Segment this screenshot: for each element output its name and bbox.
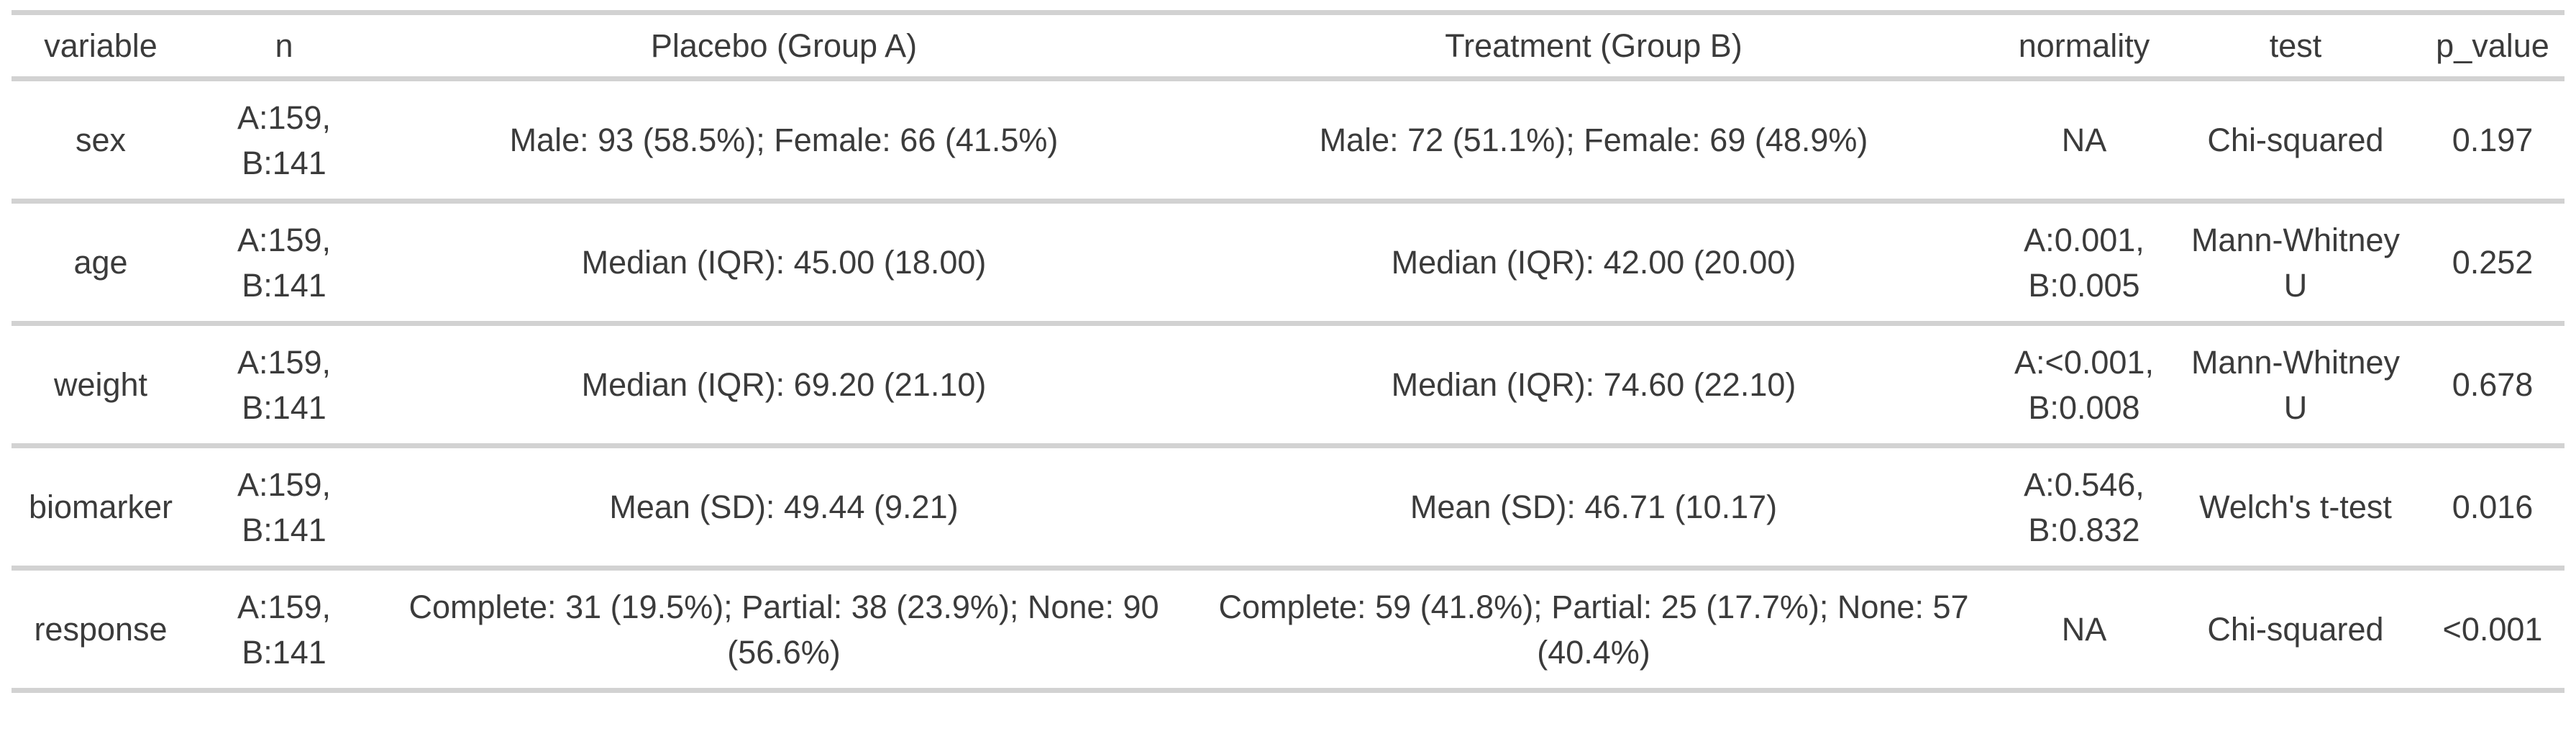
cell-biomarker-treatment: Mean (SD): 46.71 (10.17) (1410, 489, 1778, 525)
cell-sex-normality: NA (2061, 122, 2107, 158)
cell-age-variable: age (73, 244, 128, 281)
cell-weight-placebo: Median (IQR): 69.20 (21.10) (581, 366, 987, 403)
cell-response-test: Chi-squared (2207, 611, 2384, 648)
cell-biomarker-variable: biomarker (28, 489, 173, 525)
group-comparison-table: variable n Placebo (Group A) Treatment (Gro… (12, 10, 2564, 693)
table-header-row: variable n Placebo (Group A) Treatment (Gro… (12, 15, 2564, 81)
column-header-p_value: p_value (2436, 27, 2549, 64)
cell-biomarker-n: A:159, B:141 (237, 466, 332, 548)
cell-weight-n: A:159, B:141 (237, 343, 332, 426)
cell-age-test: Mann-Whitney U (2191, 221, 2401, 304)
table-body: sex A:159, B:141 Male: 93 (58.5%); Female:… (12, 81, 2564, 693)
column-header-treatment: Treatment (Group B) (1445, 27, 1743, 64)
cell-sex-treatment: Male: 72 (51.1%); Female: 69 (48.9%) (1319, 122, 1868, 158)
cell-response-n: A:159, B:141 (237, 588, 332, 671)
cell-age-p_value: 0.252 (2452, 244, 2534, 281)
cell-age-treatment: Median (IQR): 42.00 (20.00) (1391, 244, 1796, 281)
column-header-n: n (275, 27, 293, 64)
cell-weight-normality: A:<0.001, B:0.008 (2014, 343, 2154, 426)
cell-weight-p_value: 0.678 (2452, 366, 2534, 403)
cell-sex-n: A:159, B:141 (237, 99, 332, 181)
cell-age-placebo: Median (IQR): 45.00 (18.00) (581, 244, 987, 281)
cell-weight-test: Mann-Whitney U (2191, 343, 2401, 426)
cell-biomarker-placebo: Mean (SD): 49.44 (9.21) (609, 489, 959, 525)
cell-weight-variable: weight (53, 366, 148, 403)
cell-response-treatment: Complete: 59 (41.8%); Partial: 25 (17.7%… (1218, 588, 1969, 671)
cell-sex-placebo: Male: 93 (58.5%); Female: 66 (41.5%) (509, 122, 1059, 158)
cell-response-p_value: <0.001 (2442, 611, 2543, 648)
table-row-age: age A:159, B:141 Median (IQR): 45.00 (18.0… (12, 204, 2564, 326)
cell-weight-treatment: Median (IQR): 74.60 (22.10) (1391, 366, 1796, 403)
table-row-biomarker: biomarker A:159, B:141 Mean (SD): 49.44 (9… (12, 448, 2564, 571)
cell-response-variable: response (34, 611, 168, 648)
table-row-weight: weight A:159, B:141 Median (IQR): 69.20 (2… (12, 326, 2564, 448)
column-header-variable: variable (44, 27, 157, 64)
cell-response-normality: NA (2061, 611, 2107, 648)
column-header-test: test (2269, 27, 2322, 64)
cell-age-normality: A:0.001, B:0.005 (2024, 221, 2145, 304)
column-header-normality: normality (2018, 27, 2150, 64)
table-row-sex: sex A:159, B:141 Male: 93 (58.5%); Female:… (12, 81, 2564, 204)
cell-response-placebo: Complete: 31 (19.5%); Partial: 38 (23.9%… (408, 588, 1159, 671)
cell-biomarker-p_value: 0.016 (2452, 489, 2534, 525)
cell-biomarker-test: Welch's t-test (2199, 489, 2392, 525)
cell-biomarker-normality: A:0.546, B:0.832 (2024, 466, 2145, 548)
cell-sex-p_value: 0.197 (2452, 122, 2534, 158)
cell-sex-variable: sex (75, 122, 127, 158)
table-row-response: response A:159, B:141 Complete: 31 (19.5%)… (12, 571, 2564, 693)
cell-age-n: A:159, B:141 (237, 221, 332, 304)
cell-sex-test: Chi-squared (2207, 122, 2384, 158)
column-header-placebo: Placebo (Group A) (650, 27, 918, 64)
